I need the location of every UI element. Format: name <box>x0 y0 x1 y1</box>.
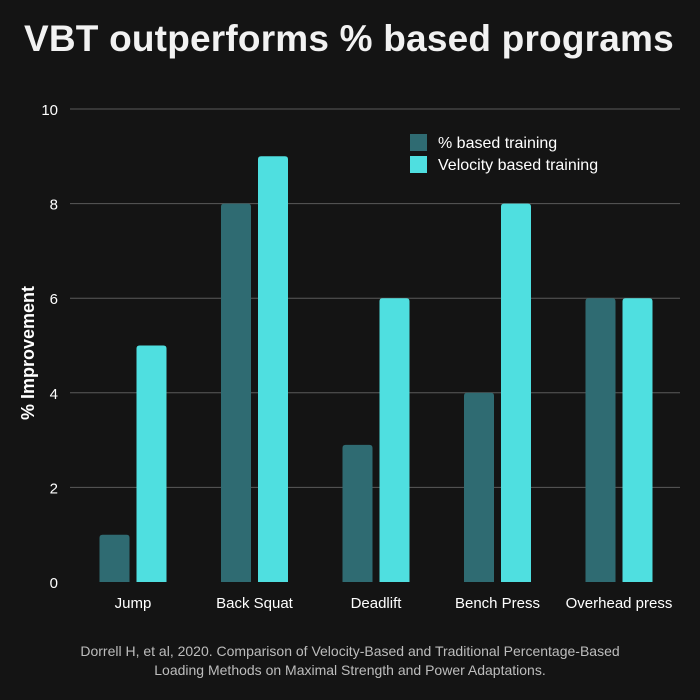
chart-title: VBT outperforms % based programs <box>24 18 674 59</box>
citation-line-1: Dorrell H, et al, 2020. Comparison of Ve… <box>80 643 620 659</box>
y-tick-label: 8 <box>50 197 58 214</box>
legend-label: Velocity based training <box>438 157 598 174</box>
y-tick-label: 10 <box>41 102 58 119</box>
citation-line-2: Loading Methods on Maximal Strength and … <box>154 662 546 678</box>
x-tick-label: Back Squat <box>216 595 294 612</box>
x-tick-label: Overhead press <box>566 595 673 612</box>
citation-footer: Dorrell H, et al, 2020. Comparison of Ve… <box>0 642 700 680</box>
legend-swatch <box>410 134 427 151</box>
y-axis-ticks: 0 2 4 6 8 10 <box>41 102 58 592</box>
bar-percent-based-overhead-press <box>585 298 616 582</box>
bar-percent-based-bench-press <box>464 392 494 582</box>
legend-swatch <box>410 156 427 173</box>
x-tick-label: Deadlift <box>351 595 403 612</box>
bar-velocity-based-deadlift <box>379 298 410 582</box>
bar-velocity-based-bench-press <box>501 203 531 582</box>
bars <box>99 156 653 583</box>
bar-percent-based-jump <box>99 534 130 582</box>
legend-label: % based training <box>438 135 557 152</box>
y-tick-label: 4 <box>50 386 58 403</box>
y-tick-label: 2 <box>50 480 58 497</box>
legend: % based training Velocity based training <box>410 134 598 174</box>
y-axis-label: % Improvement <box>18 286 38 420</box>
x-tick-label: Bench Press <box>455 595 540 612</box>
bar-velocity-based-overhead-press <box>622 298 653 582</box>
y-tick-label: 0 <box>50 575 58 592</box>
x-axis-ticks: Jump Back Squat Deadlift Bench Press Overhea… <box>115 595 673 612</box>
bar-percent-based-deadlift <box>342 444 373 582</box>
bar-percent-based-back-squat <box>221 203 251 582</box>
gridlines <box>70 108 680 488</box>
bar-velocity-based-back-squat <box>258 156 288 583</box>
x-tick-label: Jump <box>115 595 152 612</box>
bar-velocity-based-jump <box>136 345 167 582</box>
y-tick-label: 6 <box>50 291 58 308</box>
